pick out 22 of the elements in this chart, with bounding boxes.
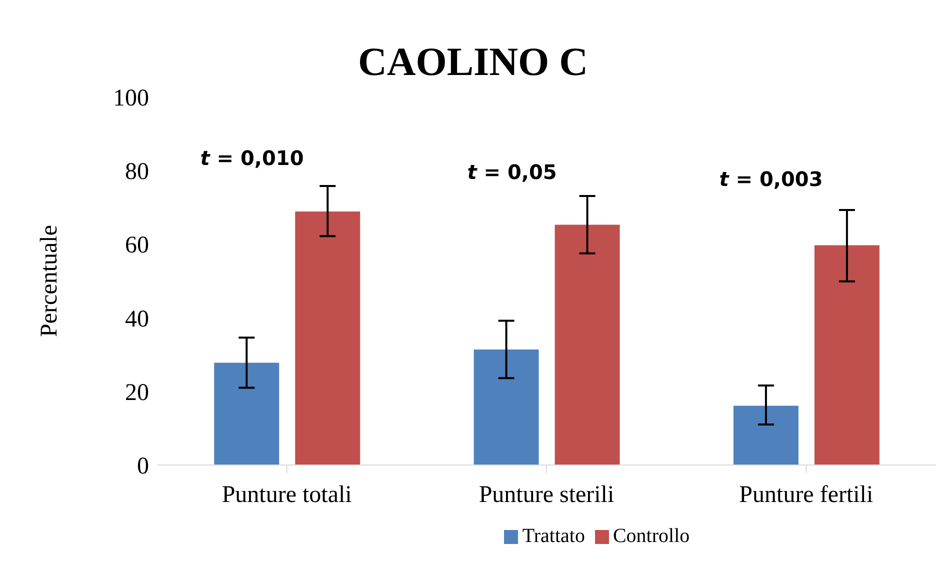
bar: [733, 406, 798, 465]
y-tick-label: 80: [125, 159, 149, 186]
x-tick-label: Punture totali: [222, 482, 352, 508]
bar: [554, 224, 620, 465]
y-tick-label: 0: [137, 454, 149, 480]
bar: [814, 245, 880, 465]
y-axis-title: Percentuale: [36, 225, 63, 337]
annotation: t = 0,010: [200, 146, 304, 170]
y-tick-label: 20: [125, 380, 149, 406]
y-tick-label: 40: [125, 306, 149, 332]
legend-label: Controllo: [612, 525, 690, 547]
bar: [295, 211, 360, 465]
bar: [214, 362, 280, 465]
y-tick-label: 60: [125, 232, 149, 259]
chart-title: CAOLINO C: [356, 38, 590, 85]
bar: [474, 349, 539, 465]
annotation: t = 0,003: [719, 167, 823, 191]
x-tick-label: Punture fertili: [739, 482, 874, 508]
legend-label: Trattato: [522, 525, 585, 547]
annotation: t = 0,05: [466, 160, 556, 184]
x-tick-label: Punture sterili: [478, 482, 614, 508]
y-tick-label: 100: [113, 86, 149, 112]
